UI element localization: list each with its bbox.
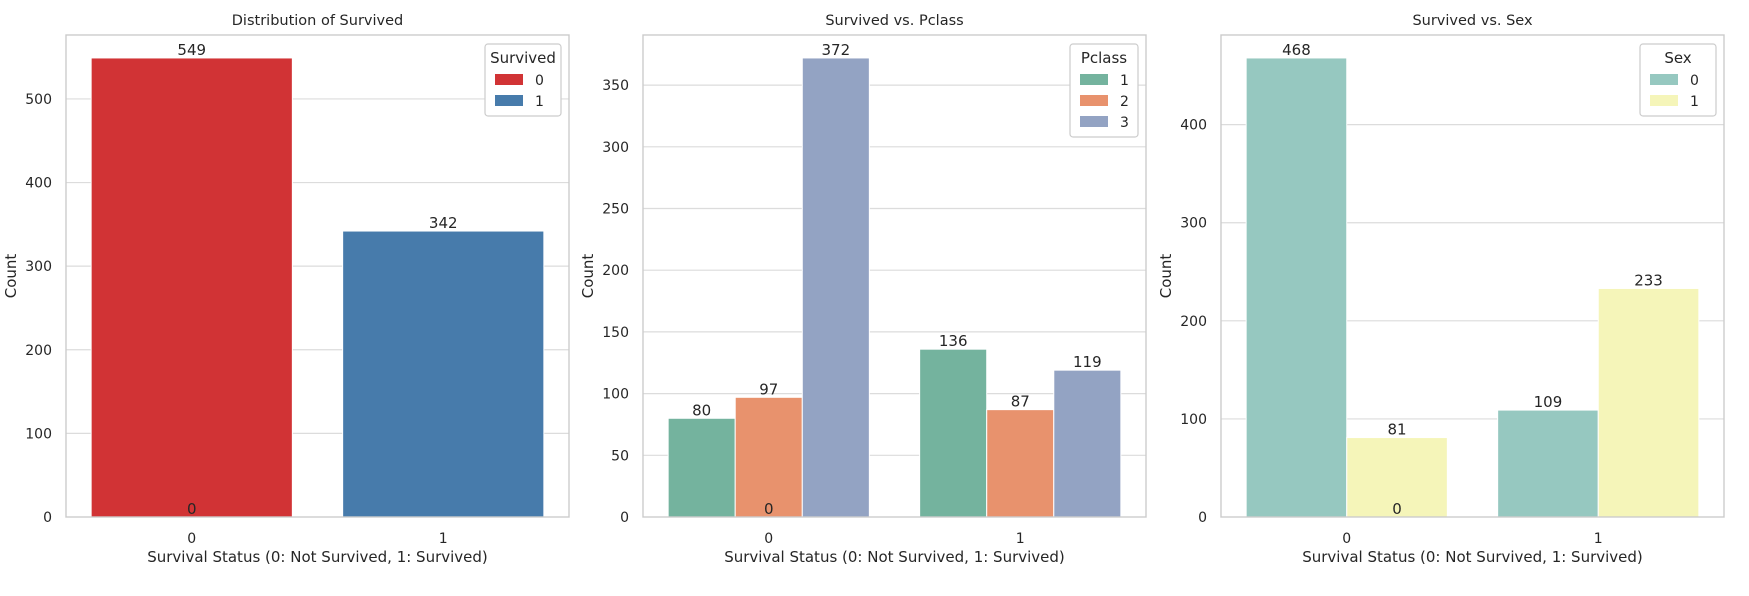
bar (1053, 369, 1122, 518)
legend: Sex 0 1 (1639, 43, 1717, 117)
legend-box (1069, 43, 1139, 138)
y-tick-label: 50 (611, 448, 629, 464)
data-label: 0 (1392, 500, 1402, 518)
bar (1245, 57, 1348, 518)
bar (1346, 437, 1448, 518)
y-tick-label: 300 (25, 259, 52, 275)
y-axis-label: Count (579, 254, 597, 299)
panel-1: 0 100 200 300 400 500 0 1 549 0 342 Distribution of… (2, 13, 570, 566)
legend-entry-label: 0 (535, 73, 544, 89)
data-label: 233 (1634, 271, 1663, 289)
x-tick-label: 0 (1342, 531, 1351, 547)
data-label: 468 (1282, 41, 1311, 59)
y-tick-label: 100 (1180, 412, 1207, 428)
x-tick-label: 0 (187, 531, 196, 547)
chart-title: Survived vs. Pclass (825, 13, 963, 29)
x-axis-label: Survival Status (0: Not Survived, 1: Sur… (724, 548, 1065, 566)
data-label: 109 (1534, 393, 1563, 411)
bar (1597, 287, 1700, 518)
y-tick-label: 400 (1180, 118, 1207, 134)
chart-title: Distribution of Survived (232, 13, 403, 29)
data-label: 0 (187, 500, 197, 518)
data-label: 136 (939, 332, 968, 350)
bar (734, 396, 803, 518)
y-tick-label: 200 (1180, 314, 1207, 330)
y-axis-label: Count (1157, 254, 1175, 299)
bar (801, 57, 870, 518)
legend-swatch (1650, 74, 1678, 85)
x-tick-label: 1 (439, 531, 448, 547)
x-tick-label: 1 (1594, 531, 1603, 547)
legend-swatch (495, 95, 523, 106)
legend-swatch (1080, 95, 1108, 106)
y-tick-label: 250 (602, 202, 629, 218)
legend-swatch (1080, 74, 1108, 85)
y-tick-label: 200 (602, 263, 629, 279)
legend-title: Survived (490, 49, 556, 67)
x-tick-label: 1 (1016, 531, 1025, 547)
legend-entry-label: 1 (1120, 73, 1129, 89)
chart-title: Survived vs. Sex (1412, 13, 1533, 29)
data-label: 0 (764, 500, 774, 518)
legend: Pclass 1 2 3 (1069, 43, 1139, 138)
data-label: 549 (177, 41, 206, 59)
data-label: 80 (692, 401, 711, 419)
data-label: 342 (429, 214, 458, 232)
legend-entry-label: 0 (1690, 73, 1699, 89)
data-label: 81 (1388, 421, 1407, 439)
data-label: 372 (821, 41, 850, 59)
y-tick-label: 100 (602, 387, 629, 403)
plot-frame (1220, 34, 1725, 518)
data-label: 87 (1011, 393, 1030, 411)
x-axis-label: Survival Status (0: Not Survived, 1: Sur… (1302, 548, 1643, 566)
bar (667, 417, 736, 518)
y-tick-label: 300 (602, 140, 629, 156)
y-axis-label: Count (2, 254, 20, 299)
y-tick-label: 350 (602, 78, 629, 94)
data-label: 119 (1073, 353, 1102, 371)
legend-title: Pclass (1081, 49, 1127, 67)
y-tick-label: 500 (25, 92, 52, 108)
bar (919, 348, 988, 518)
bar (90, 57, 293, 518)
plot-frame (65, 34, 570, 518)
y-tick-label: 0 (620, 510, 629, 526)
bar (342, 230, 545, 518)
data-label: 97 (759, 380, 778, 398)
legend: Survived 0 1 (484, 43, 562, 117)
legend-swatch (1080, 116, 1108, 127)
legend-entry-label: 2 (1120, 94, 1129, 110)
y-tick-label: 150 (602, 325, 629, 341)
panel-3: 0 100 200 300 400 0 1 468 81 109 233 0 Survived vs. … (1157, 13, 1725, 566)
plot-frame (642, 34, 1147, 518)
bar (986, 409, 1055, 518)
legend-entry-label: 1 (535, 94, 544, 110)
y-tick-label: 400 (25, 176, 52, 192)
legend-entry-label: 3 (1120, 115, 1129, 131)
y-tick-label: 300 (1180, 216, 1207, 232)
y-tick-label: 0 (1198, 510, 1207, 526)
y-tick-label: 0 (43, 510, 52, 526)
legend-entry-label: 1 (1690, 94, 1699, 110)
y-tick-label: 200 (25, 343, 52, 359)
legend-swatch (495, 74, 523, 85)
legend-swatch (1650, 95, 1678, 106)
x-axis-label: Survival Status (0: Not Survived, 1: Sur… (147, 548, 488, 566)
x-tick-label: 0 (764, 531, 773, 547)
bar (1497, 409, 1599, 518)
legend-title: Sex (1664, 49, 1691, 67)
y-tick-label: 100 (25, 426, 52, 442)
